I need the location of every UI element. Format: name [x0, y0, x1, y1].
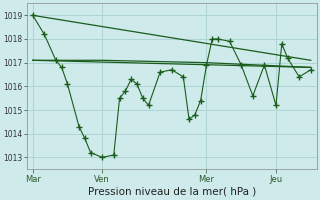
- X-axis label: Pression niveau de la mer( hPa ): Pression niveau de la mer( hPa ): [88, 187, 256, 197]
